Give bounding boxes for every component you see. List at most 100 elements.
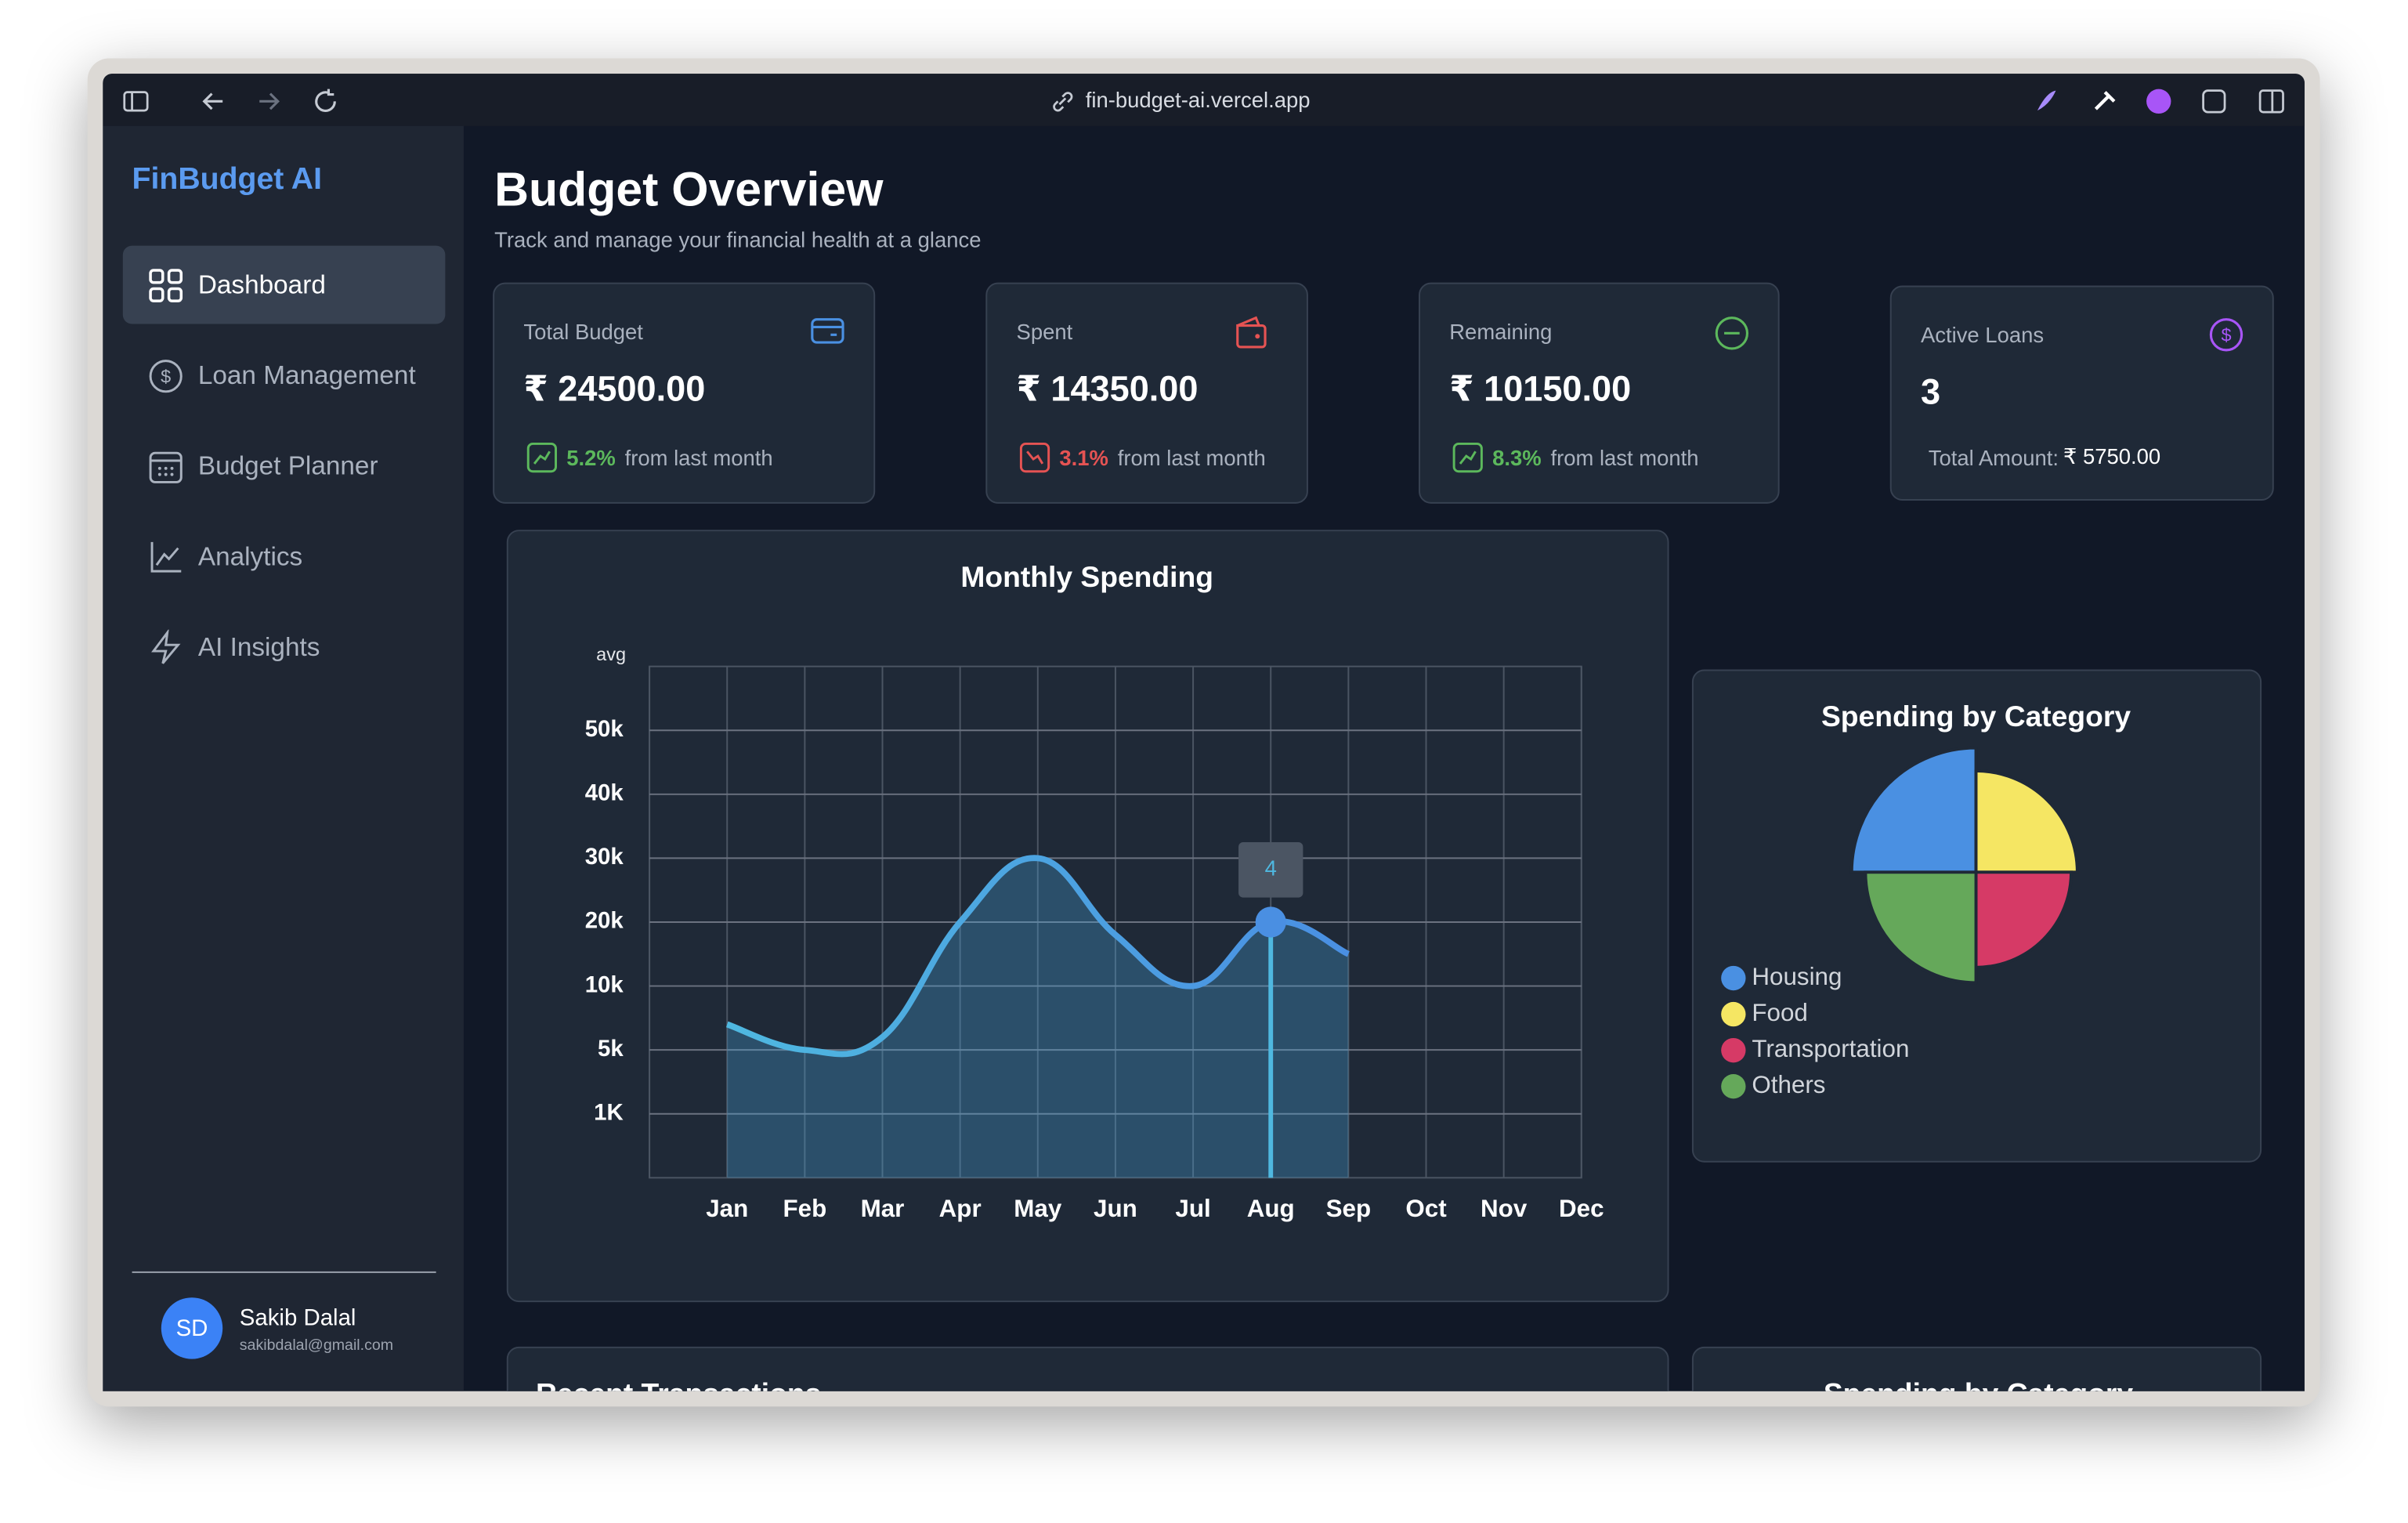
nav-label[interactable]: Budget Planner [197,450,378,480]
change-text: from last month [1117,445,1266,470]
screen-content: fin-budget-ai.vercel.app FinBudget AI Da… [103,74,2305,1391]
line [725,855,1350,1058]
x-tick-label: Mar [861,1195,905,1222]
nav-item[interactable]: AI Insights [123,608,446,686]
footer-value: ₹ 5750.00 [2063,443,2161,468]
change-value: 3.1% [1059,445,1108,470]
polar-segment [1864,870,1978,985]
legend-label: Food [1752,999,1807,1026]
page-title: Budget Overview [494,162,884,217]
y-tick-label: 40k [585,780,624,806]
card-value: ₹ 14350.00 [1016,368,1199,409]
x-tick-label: May [1014,1195,1062,1222]
toolbar-icons[interactable] [121,88,336,115]
x-tick-label: Feb [783,1195,826,1222]
axis-label: avg [596,644,626,664]
polar-segment [1849,746,1978,874]
legend-label: Others [1752,1071,1825,1098]
change-value: 8.3% [1492,445,1542,470]
card-icon [811,318,844,344]
browser-toolbar: fin-budget-ai.vercel.app [103,74,2305,126]
nav-item[interactable]: Dashboard [122,245,446,324]
card-value: ₹ 24500.00 [523,368,706,409]
card: Recent Transactions [506,1346,1669,1391]
nav-item[interactable]: $ Loan Management [123,336,446,414]
divider [132,1271,436,1273]
card-icon: $ [2209,318,2243,352]
card-change: 5.2% from last month [526,442,773,473]
stat-card: Remaining ₹ 10150.00 8.3% from last month [1419,282,1780,504]
extension-icons[interactable] [2031,86,2292,117]
nav-icon [151,628,181,664]
card-change: 8.3% from last month [1452,442,1699,473]
nav-icon [150,541,182,572]
legend-swatch [1721,1001,1746,1027]
tooltip: 4 [1265,856,1277,881]
y-tick-label: 5k [598,1036,624,1062]
nav-item[interactable]: Budget Planner [123,427,446,505]
url[interactable]: fin-budget-ai.vercel.app [1085,87,1311,113]
stat-card: Total Budget ₹ 24500.00 5.2% from last mo… [493,282,876,504]
card-title: Spending by Category [1694,1379,2263,1391]
sidebar [103,125,464,1391]
svg-text:$: $ [161,365,171,385]
charts: Monthly Spending avg 1K 5k 10k 20k 30k 40k 50k Ja… [585,560,2131,1222]
brand[interactable]: FinBudget AI [132,162,322,197]
legend-label: Transportation [1752,1035,1909,1062]
trend-icon [1019,442,1050,473]
nav-item[interactable]: Analytics [123,518,446,596]
x-tick-label: Jan [706,1195,748,1222]
avatar[interactable]: SD [161,1297,223,1359]
x-tick-label: Apr [939,1195,982,1222]
svg-text:$: $ [2221,324,2231,345]
legend-swatch [1721,1037,1746,1063]
y-tick-label: 1K [594,1100,624,1126]
change-value: 5.2% [566,445,616,470]
card-value: ₹ 10150.00 [1449,368,1632,409]
page-subtitle: Track and manage your financial health a… [494,227,982,252]
area [727,858,1349,1178]
change-text: from last month [624,445,773,470]
avatar-initials: SD [175,1315,208,1342]
y-tick-label: 30k [585,844,624,870]
card-change: 3.1% from last month [1019,442,1266,473]
y-tick-label: 50k [585,716,624,742]
card-footer: Total Amount: ₹ 5750.00 [1929,443,2160,469]
nav-label[interactable]: Analytics [197,541,303,571]
nav-label[interactable]: Loan Management [197,360,416,389]
nav-icon [149,450,183,483]
nav-label[interactable]: AI Insights [197,631,320,661]
stat-card: Spent ₹ 14350.00 3.1% from last month [985,282,1308,504]
legend-swatch [1721,965,1746,991]
legend-swatch [1721,1074,1746,1099]
y-tick-label: 10k [585,971,624,997]
legend-label: Housing [1752,963,1842,990]
trend-icon [526,442,557,473]
card-label: Remaining [1449,319,1553,345]
stat-card: Active Loans $ 3 Total Amount: ₹ 5750.00 [1889,285,2274,501]
card-icon [1715,317,1749,350]
user-name: Sakib Dalal [239,1305,356,1332]
x-tick-label: Sep [1326,1195,1372,1222]
nav-label[interactable]: Dashboard [197,269,326,299]
screen: fin-budget-ai.vercel.app FinBudget AI Da… [103,74,2305,1391]
chart-title: Spending by Category [1821,700,2131,733]
card-icon [1236,316,1267,349]
x-tick-label: Oct [1405,1195,1447,1222]
polar-segment [1974,769,2079,874]
x-tick-label: Aug [1247,1195,1295,1222]
x-tick-label: Nov [1481,1195,1528,1222]
card: Spending by Category [1691,1346,2263,1391]
nav-icon [149,268,183,302]
chart-card [506,530,1669,1303]
trend-icon [1452,442,1483,473]
x-tick-label: Dec [1559,1195,1604,1222]
chart-title: Monthly Spending [960,560,1213,593]
card-title: Recent Transactions [536,1379,821,1391]
footer-label: Total Amount: [1928,444,2059,469]
change-text: from last month [1550,445,1699,470]
polar-segment [1974,870,2074,969]
user-email: sakibdalal@gmail.com [239,1337,394,1355]
